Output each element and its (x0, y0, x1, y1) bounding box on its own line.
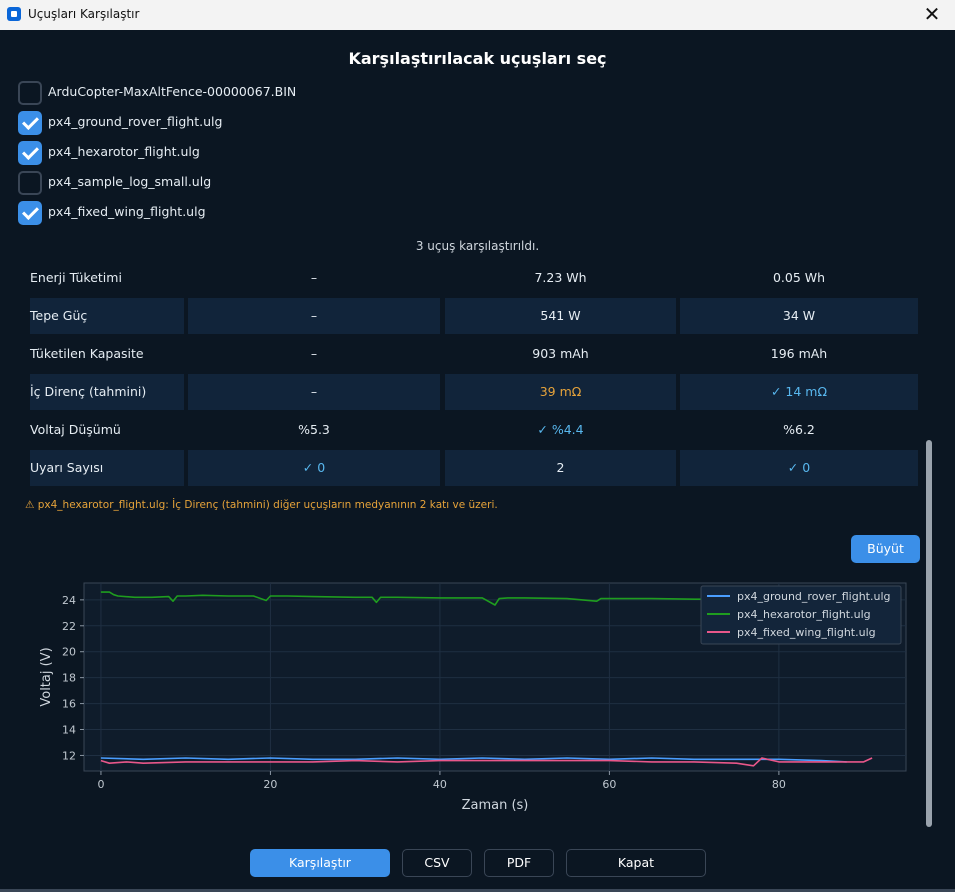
comparison-table[interactable]: Enerji Tüketimi – 7.23 Wh 0.05 Wh Tepe G… (0, 264, 925, 490)
y-tick-label: 20 (62, 646, 76, 659)
table-row: İç Direnç (tahmini) – 39 mΩ ✓ 14 mΩ (30, 374, 918, 410)
checkbox-1[interactable] (18, 111, 42, 135)
table-cell: – (310, 346, 318, 361)
table-cell: 2 (445, 450, 676, 486)
table-cell: – (188, 374, 440, 410)
compare-button[interactable]: Karşılaştır (250, 849, 390, 877)
legend-label-0: px4_ground_rover_flight.ulg (737, 590, 890, 603)
y-axis-label: Voltaj (V) (39, 647, 54, 706)
table-cell: 34 W (680, 298, 918, 334)
x-tick-label: 40 (433, 778, 447, 791)
metric-label: Uyarı Sayısı (30, 450, 184, 486)
y-tick-label: 14 (62, 724, 76, 737)
flight-label: px4_sample_log_small.ulg (48, 174, 212, 189)
close-button[interactable]: Kapat (566, 849, 706, 877)
y-tick-label: 16 (62, 698, 76, 711)
voltage-chart-svg: 0 20 40 60 80 12 14 16 18 20 22 24 Zaman (s) Voltaj… (39, 582, 907, 813)
checkbox-0[interactable] (18, 81, 42, 105)
enlarge-button[interactable]: Büyüt (851, 535, 920, 563)
table-row: Enerji Tüketimi – 7.23 Wh 0.05 Wh (30, 264, 918, 296)
title-bar: Uçuşları Karşılaştır ✕ (0, 0, 955, 30)
table-cell: 903 mAh (532, 346, 589, 361)
close-window-button[interactable]: ✕ (923, 2, 941, 26)
x-axis-label: Zaman (s) (462, 798, 529, 813)
metric-label: Tüketilen Kapasite (30, 346, 144, 361)
table-cell: ✓ %4.4 (537, 422, 584, 437)
window-title: Uçuşları Karşılaştır (28, 7, 140, 21)
table-row: Uyarı Sayısı ✓ 0 2 ✓ 0 (30, 450, 918, 486)
warning-note: ⚠ px4_hexarotor_flight.ulg: İç Direnç (t… (25, 499, 498, 511)
voltage-chart: 0 20 40 60 80 12 14 16 18 20 22 24 Zaman (s) Voltaj… (30, 572, 910, 822)
series-line-2 (100, 757, 873, 767)
checkbox-3[interactable] (18, 171, 42, 195)
table-cell: 39 mΩ (445, 374, 676, 410)
table-row: Tüketilen Kapasite – 903 mAh 196 mAh (30, 336, 918, 372)
table-cell: %5.3 (298, 422, 330, 437)
y-tick-label: 22 (62, 620, 76, 633)
legend-label-1: px4_hexarotor_flight.ulg (737, 608, 871, 621)
page-heading: Karşılaştırılacak uçuşları seç (348, 49, 607, 68)
table-cell: 0.05 Wh (772, 270, 826, 285)
table-row: Tepe Güç – 541 W 34 W (30, 298, 918, 334)
y-tick-label: 18 (62, 672, 76, 685)
table-cell: ✓ 0 (680, 450, 918, 486)
table-row: Voltaj Düşümü %5.3 ✓ %4.4 %6.2 (30, 412, 918, 448)
checkbox-4[interactable] (18, 201, 42, 225)
table-cell: 7.23 Wh (534, 270, 587, 285)
table-cell: ✓ 14 mΩ (680, 374, 918, 410)
x-tick-label: 80 (772, 778, 786, 791)
y-tick-label: 12 (62, 749, 76, 762)
x-tick-label: 0 (97, 778, 104, 791)
flight-label: px4_hexarotor_flight.ulg (48, 144, 200, 159)
table-cell: – (188, 298, 440, 334)
metric-label: Tepe Güç (30, 298, 184, 334)
flight-label: ArduCopter-MaxAltFence-00000067.BIN (48, 84, 297, 99)
flight-label: px4_ground_rover_flight.ulg (48, 114, 223, 129)
pdf-export-button[interactable]: PDF (484, 849, 554, 877)
x-tick-label: 20 (263, 778, 277, 791)
metric-label: İç Direnç (tahmini) (30, 374, 184, 410)
vertical-scrollbar[interactable] (926, 440, 932, 827)
checkbox-2[interactable] (18, 141, 42, 165)
legend-box (700, 585, 902, 645)
series-line-0 (100, 757, 847, 763)
series-line-1 (100, 591, 779, 606)
legend-label-2: px4_fixed_wing_flight.ulg (737, 626, 876, 639)
window-border (0, 889, 955, 892)
app-icon (7, 7, 21, 21)
table-cell: – (310, 270, 318, 285)
x-tick-label: 60 (602, 778, 616, 791)
metric-label: Enerji Tüketimi (30, 270, 122, 285)
table-cell: 541 W (445, 298, 676, 334)
metric-label: Voltaj Düşümü (30, 422, 121, 437)
status-text: 3 uçuş karşılaştırıldı. (415, 239, 540, 253)
table-cell: 196 mAh (770, 346, 828, 361)
table-cell: %6.2 (783, 422, 815, 437)
chart-legend: px4_ground_rover_flight.ulg px4_hexaroto… (700, 585, 902, 645)
y-tick-label: 24 (62, 594, 76, 607)
csv-export-button[interactable]: CSV (402, 849, 472, 877)
flight-label: px4_fixed_wing_flight.ulg (48, 204, 206, 219)
table-cell: ✓ 0 (188, 450, 440, 486)
